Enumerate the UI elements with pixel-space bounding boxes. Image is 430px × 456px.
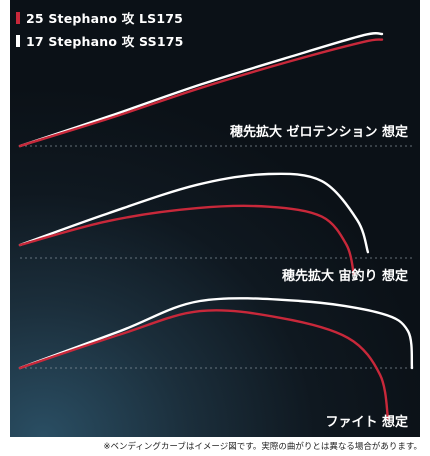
curve-panel3-ss175-white bbox=[18, 297, 414, 370]
curve-panel3-ls175-red bbox=[18, 309, 390, 420]
curve-panel1-ss175-white bbox=[18, 31, 384, 148]
panel-label-fight: ファイト 想定 bbox=[325, 415, 408, 430]
chart-area: 25 Stephano 攻 LS175 17 Stephano 攻 SS175 … bbox=[10, 0, 420, 437]
bending-curves-svg bbox=[18, 31, 414, 420]
legend-swatch-red bbox=[16, 11, 20, 24]
legend-label-ls175: 25 Stephano 攻 LS175 bbox=[26, 11, 184, 26]
legend-swatch-white bbox=[16, 34, 20, 47]
panel-label-zero-tension: 穂先拡大 ゼロテンション 想定 bbox=[229, 125, 408, 140]
curve-panel2-ss175-white bbox=[18, 172, 370, 254]
legend-label-ss175: 17 Stephano 攻 SS175 bbox=[26, 34, 184, 49]
legend-item-ls175: 25 Stephano 攻 LS175 bbox=[16, 8, 183, 27]
curve-panel2-ls175-red bbox=[18, 204, 355, 275]
curve-panel1-ls175-red bbox=[18, 38, 384, 148]
legend-item-ss175: 17 Stephano 攻 SS175 bbox=[16, 31, 184, 50]
panel-label-suspended: 穂先拡大 宙釣り 想定 bbox=[281, 269, 408, 284]
footnote: ※ベンディングカーブはイメージ図です。実際の曲がりとは異なる場合があります。 bbox=[103, 442, 422, 452]
